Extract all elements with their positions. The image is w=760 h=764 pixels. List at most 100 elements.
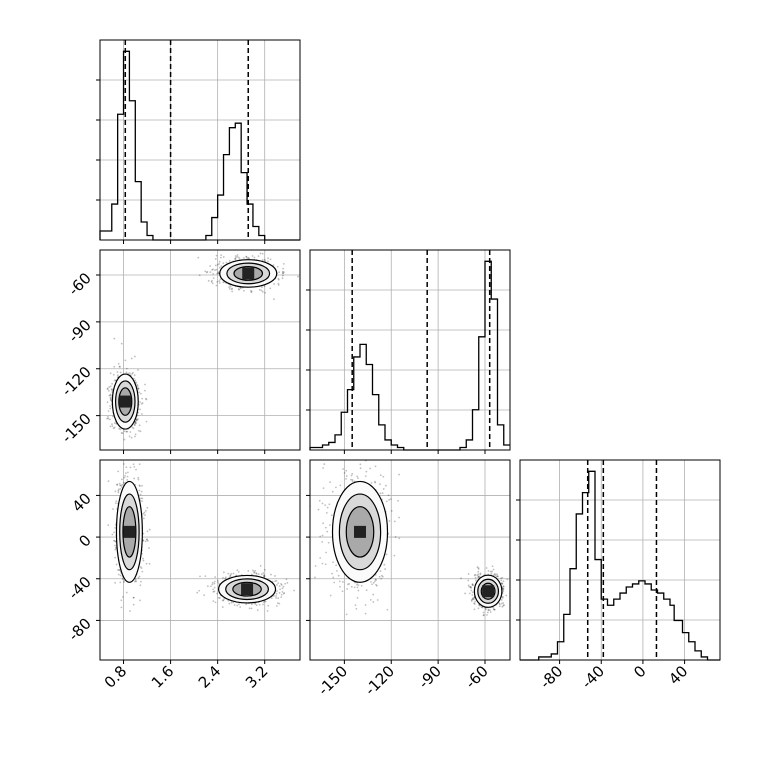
sample-point (357, 477, 359, 479)
sample-point (222, 281, 225, 284)
sample-point (121, 578, 124, 581)
sample-point (262, 603, 264, 606)
sample-point (126, 478, 129, 481)
sample-point (482, 614, 485, 616)
density-peak (119, 395, 132, 408)
sample-point (495, 575, 498, 578)
sample-point (122, 481, 125, 484)
sample-point (110, 388, 113, 391)
sample-point (468, 592, 471, 595)
sample-point (213, 586, 216, 589)
sample-point (223, 598, 225, 600)
sample-point (217, 581, 219, 584)
panel-border (309, 459, 511, 661)
sample-point (385, 500, 388, 503)
sample-point (328, 503, 331, 506)
sample-point (253, 571, 256, 573)
sample-point (229, 575, 232, 577)
sample-point (146, 506, 149, 509)
sample-point (481, 606, 484, 609)
sample-point (497, 575, 499, 578)
sample-point (119, 371, 122, 374)
sample-point (257, 255, 260, 258)
sample-point (277, 284, 280, 286)
sample-point (139, 493, 142, 496)
sample-point (236, 255, 239, 258)
density-peak (242, 267, 255, 280)
sample-point (111, 389, 113, 392)
sample-point (498, 603, 501, 606)
sample-point (273, 283, 276, 285)
sample-point (272, 264, 275, 267)
sample-point (114, 526, 117, 529)
sample-point (135, 468, 137, 471)
sample-point (389, 498, 392, 501)
sample-point (327, 541, 330, 544)
sample-point (335, 564, 338, 567)
sample-point (278, 271, 281, 274)
sample-point (364, 612, 367, 615)
sample-point (233, 604, 236, 606)
sample-point (505, 594, 508, 597)
sample-point (489, 611, 492, 613)
sample-point (135, 419, 138, 422)
sample-point (474, 600, 477, 603)
sample-point (319, 557, 322, 559)
sample-point (280, 583, 283, 586)
density-layer (106, 252, 299, 441)
sample-point (347, 583, 349, 586)
sample-point (500, 602, 503, 605)
sample-point (117, 573, 120, 576)
sample-point (107, 524, 110, 527)
sample-point (330, 514, 333, 517)
sample-point (224, 577, 227, 580)
sample-point (134, 579, 137, 582)
sample-point (276, 583, 278, 586)
sample-point (252, 569, 254, 572)
y-tick-label: -40 (65, 573, 95, 603)
sample-point (263, 574, 265, 577)
sample-point (356, 586, 359, 589)
sample-point (342, 581, 344, 583)
sample-point (117, 470, 120, 473)
sample-point (263, 568, 266, 571)
sample-point (114, 490, 117, 493)
sample-point (329, 524, 331, 526)
sample-point (213, 590, 216, 593)
sample-point (260, 573, 263, 576)
sample-point (140, 580, 142, 583)
sample-point (113, 379, 116, 382)
sample-point (123, 430, 126, 433)
sample-point (139, 430, 142, 433)
sample-point (112, 508, 114, 510)
sample-point (476, 574, 479, 577)
sample-point (108, 386, 111, 388)
sample-point (359, 467, 362, 470)
sample-point (326, 530, 329, 533)
sample-point (494, 573, 496, 575)
sample-point (278, 602, 281, 605)
sample-point (243, 289, 245, 292)
sample-point (219, 256, 222, 259)
sample-point (322, 522, 324, 525)
sample-point (144, 383, 146, 386)
x-tick-label: -40 (578, 662, 608, 692)
panel-border (99, 249, 301, 451)
sample-point (205, 271, 208, 274)
sample-point (329, 594, 332, 597)
sample-point (460, 577, 462, 580)
sample-point (337, 574, 340, 577)
sample-point (325, 551, 328, 554)
sample-point (119, 574, 122, 577)
histogram-panel-2: -80 -40 0 40 (516, 459, 721, 692)
sample-point (479, 572, 482, 575)
sample-point (266, 610, 269, 612)
sample-point (264, 291, 267, 294)
sample-point (137, 418, 139, 421)
histogram-panel-1 (306, 249, 511, 454)
sample-point (273, 595, 275, 597)
sample-point (484, 608, 487, 611)
sample-point (234, 258, 237, 261)
sample-point (269, 287, 272, 290)
